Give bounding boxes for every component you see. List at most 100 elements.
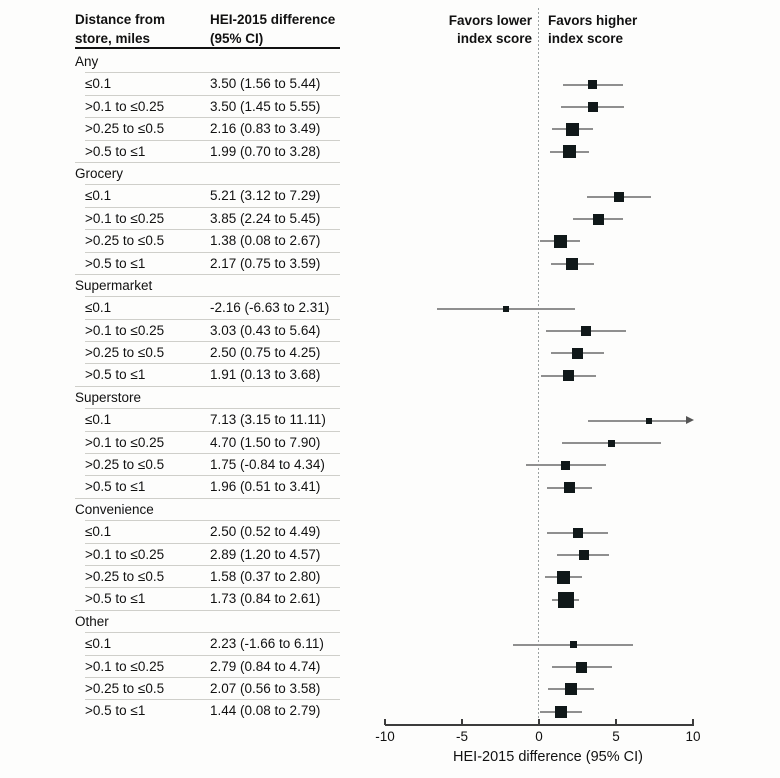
ci-line xyxy=(587,419,686,422)
axis-tick-label: 10 xyxy=(685,729,701,744)
row-ci-value: 2.23 (-1.66 to 6.11) xyxy=(210,636,324,652)
point-estimate-marker xyxy=(588,80,598,90)
row-ci-value: 1.91 (0.13 to 3.68) xyxy=(210,367,321,383)
row-ci-value: 2.07 (0.56 to 3.58) xyxy=(210,680,321,696)
row-label: >0.25 to ≤0.5 xyxy=(85,121,165,137)
section-label: Convenience xyxy=(75,501,154,517)
point-estimate-marker xyxy=(566,257,579,270)
point-estimate-marker xyxy=(556,570,570,584)
section-label: Grocery xyxy=(75,165,124,181)
table-row: ≤0.1 5.21 (3.12 to 7.29) xyxy=(0,185,780,209)
table-section-label-row: Convenience xyxy=(0,499,780,522)
point-estimate-marker xyxy=(565,122,579,136)
row-label: >0.1 to ≤0.25 xyxy=(85,658,165,674)
row-label: >0.1 to ≤0.25 xyxy=(85,98,165,114)
table-row: >0.25 to ≤0.5 1.38 (0.08 to 2.67) xyxy=(0,230,780,253)
row-label: >0.5 to ≤1 xyxy=(85,479,146,495)
axis-tick xyxy=(384,718,386,725)
table-row: ≤0.1 7.13 (3.15 to 11.11) xyxy=(0,409,780,433)
axis-tick-label: -10 xyxy=(375,729,395,744)
table-row: >0.5 to ≤1 1.91 (0.13 to 3.68) xyxy=(0,364,780,388)
row-ci-value: 3.03 (0.43 to 5.64) xyxy=(210,322,321,338)
row-ci-value: 5.21 (3.12 to 7.29) xyxy=(210,188,321,204)
table-row: >0.25 to ≤0.5 1.75 (-0.84 to 4.34) xyxy=(0,454,780,477)
column-header-distance: Distance from store, miles xyxy=(75,12,166,46)
row-ci-value: 2.89 (1.20 to 4.57) xyxy=(210,546,321,562)
row-ci-value: 1.38 (0.08 to 2.67) xyxy=(210,233,321,249)
header-rule xyxy=(75,47,340,49)
row-label: >0.1 to ≤0.25 xyxy=(85,210,165,226)
row-label: ≤0.1 xyxy=(85,636,112,652)
x-axis-title: HEI-2015 difference (95% CI) xyxy=(453,749,643,765)
row-label: >0.1 to ≤0.25 xyxy=(85,434,165,450)
point-estimate-marker xyxy=(578,550,589,560)
table-section-label-row: Any xyxy=(0,51,780,74)
row-label: >0.1 to ≤0.25 xyxy=(85,322,165,338)
table-row: >0.5 to ≤1 1.99 (0.70 to 3.28) xyxy=(0,141,780,164)
row-label: >0.25 to ≤0.5 xyxy=(85,680,165,696)
point-estimate-marker xyxy=(502,305,509,312)
table-row: >0.1 to ≤0.25 2.79 (0.84 to 4.74) xyxy=(0,656,780,679)
point-estimate-marker xyxy=(607,439,615,447)
table-row: >0.25 to ≤0.5 2.50 (0.75 to 4.25) xyxy=(0,342,780,365)
row-label: >0.5 to ≤1 xyxy=(85,591,146,607)
point-estimate-marker xyxy=(557,591,574,608)
row-ci-value: 2.50 (0.52 to 4.49) xyxy=(210,524,321,540)
axis-tick-label: 0 xyxy=(535,729,543,744)
row-ci-value: 1.99 (0.70 to 3.28) xyxy=(210,143,321,159)
table-row: >0.5 to ≤1 1.73 (0.84 to 2.61) xyxy=(0,588,780,612)
table-row: >0.1 to ≤0.25 3.50 (1.45 to 5.55) xyxy=(0,96,780,119)
row-label: ≤0.1 xyxy=(85,524,112,540)
table-row: >0.1 to ≤0.25 3.03 (0.43 to 5.64) xyxy=(0,320,780,343)
axis-tick-label: -5 xyxy=(455,729,469,744)
table-row: >0.5 to ≤1 1.96 (0.51 to 3.41) xyxy=(0,476,780,500)
table-section-label-row: Other xyxy=(0,611,780,634)
point-estimate-marker xyxy=(564,683,577,696)
row-label: >0.5 to ≤1 xyxy=(85,143,146,159)
table-section-label-row: Superstore xyxy=(0,387,780,410)
row-label: >0.5 to ≤1 xyxy=(85,703,146,719)
table-row: >0.5 to ≤1 2.17 (0.75 to 3.59) xyxy=(0,253,780,276)
section-label: Other xyxy=(75,613,109,629)
point-estimate-marker xyxy=(572,527,583,538)
table-row: >0.5 to ≤1 1.44 (0.08 to 2.79) xyxy=(0,700,780,722)
point-estimate-marker xyxy=(563,482,575,494)
point-estimate-marker xyxy=(645,417,652,424)
row-ci-value: 3.50 (1.56 to 5.44) xyxy=(210,76,321,92)
section-label: Any xyxy=(75,54,99,69)
favors-lower-label: Favors lower index score xyxy=(448,13,532,46)
row-ci-value: 1.96 (0.51 to 3.41) xyxy=(210,479,321,495)
row-ci-value: 2.50 (0.75 to 4.25) xyxy=(210,345,321,361)
axis-tick-label: 5 xyxy=(612,729,620,744)
row-label: >0.1 to ≤0.25 xyxy=(85,546,165,562)
table-row: >0.1 to ≤0.25 4.70 (1.50 to 7.90) xyxy=(0,432,780,455)
row-label: ≤0.1 xyxy=(85,300,112,316)
point-estimate-marker xyxy=(553,234,567,248)
point-estimate-marker xyxy=(563,145,577,159)
row-ci-value: 1.44 (0.08 to 2.79) xyxy=(210,703,321,719)
table-row: ≤0.1 3.50 (1.56 to 5.44) xyxy=(0,73,780,97)
row-ci-value: 4.70 (1.50 to 7.90) xyxy=(210,434,321,450)
table-row: >0.25 to ≤0.5 2.16 (0.83 to 3.49) xyxy=(0,118,780,141)
table-section-label-row: Supermarket xyxy=(0,275,780,298)
table-row: ≤0.1 2.23 (-1.66 to 6.11) xyxy=(0,633,780,656)
axis-tick xyxy=(615,718,617,725)
row-label: >0.25 to ≤0.5 xyxy=(85,568,165,584)
zero-reference-line xyxy=(538,8,539,724)
row-ci-value: 2.16 (0.83 to 3.49) xyxy=(210,121,321,137)
point-estimate-marker xyxy=(562,370,574,382)
row-label: ≤0.1 xyxy=(85,76,112,92)
row-label: >0.25 to ≤0.5 xyxy=(85,345,165,361)
row-ci-value: 1.58 (0.37 to 2.80) xyxy=(210,568,321,584)
table-row: >0.1 to ≤0.25 2.89 (1.20 to 4.57) xyxy=(0,544,780,567)
table-row: >0.25 to ≤0.5 2.07 (0.56 to 3.58) xyxy=(0,678,780,701)
point-estimate-marker xyxy=(614,191,625,202)
row-ci-value: 1.75 (-0.84 to 4.34) xyxy=(210,457,325,473)
row-ci-value: 3.50 (1.45 to 5.55) xyxy=(210,98,321,114)
row-label: >0.5 to ≤1 xyxy=(85,255,146,271)
point-estimate-marker xyxy=(592,213,604,225)
point-estimate-marker xyxy=(576,661,588,673)
row-label: ≤0.1 xyxy=(85,188,112,204)
ci-arrow-right-icon xyxy=(686,416,694,425)
